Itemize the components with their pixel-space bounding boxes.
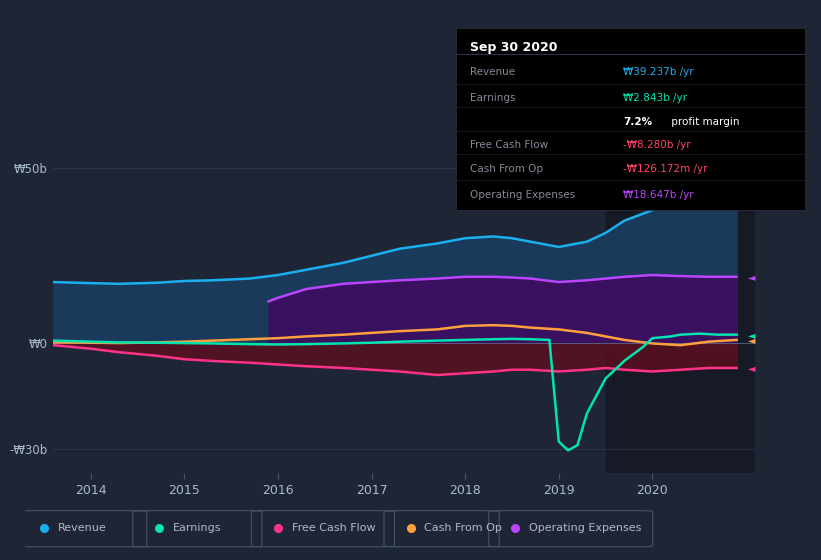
- Text: ₩18.647b /yr: ₩18.647b /yr: [623, 189, 694, 199]
- Text: -₩8.280b /yr: -₩8.280b /yr: [623, 141, 690, 151]
- FancyBboxPatch shape: [456, 28, 805, 210]
- Text: 7.2%: 7.2%: [623, 116, 652, 127]
- Text: Sep 30 2020: Sep 30 2020: [470, 41, 557, 54]
- Bar: [606, 140, 755, 473]
- Text: Earnings: Earnings: [173, 523, 222, 533]
- Text: Revenue: Revenue: [58, 523, 107, 533]
- Text: ◄: ◄: [748, 186, 755, 196]
- Text: Free Cash Flow: Free Cash Flow: [470, 141, 548, 151]
- Text: ₩2.843b /yr: ₩2.843b /yr: [623, 93, 687, 103]
- Text: ◄: ◄: [748, 335, 755, 345]
- Text: Earnings: Earnings: [470, 93, 515, 103]
- Text: ₩39.237b /yr: ₩39.237b /yr: [623, 67, 694, 77]
- Text: Operating Expenses: Operating Expenses: [470, 189, 575, 199]
- Text: Cash From Op: Cash From Op: [470, 164, 543, 174]
- Text: profit margin: profit margin: [668, 116, 740, 127]
- Text: Free Cash Flow: Free Cash Flow: [292, 523, 375, 533]
- Text: ◄: ◄: [748, 363, 755, 373]
- Text: Revenue: Revenue: [470, 67, 515, 77]
- Text: ◄: ◄: [748, 330, 755, 340]
- Text: -₩126.172m /yr: -₩126.172m /yr: [623, 164, 708, 174]
- Text: Cash From Op: Cash From Op: [424, 523, 502, 533]
- Text: Operating Expenses: Operating Expenses: [530, 523, 641, 533]
- Text: ◄: ◄: [748, 272, 755, 282]
